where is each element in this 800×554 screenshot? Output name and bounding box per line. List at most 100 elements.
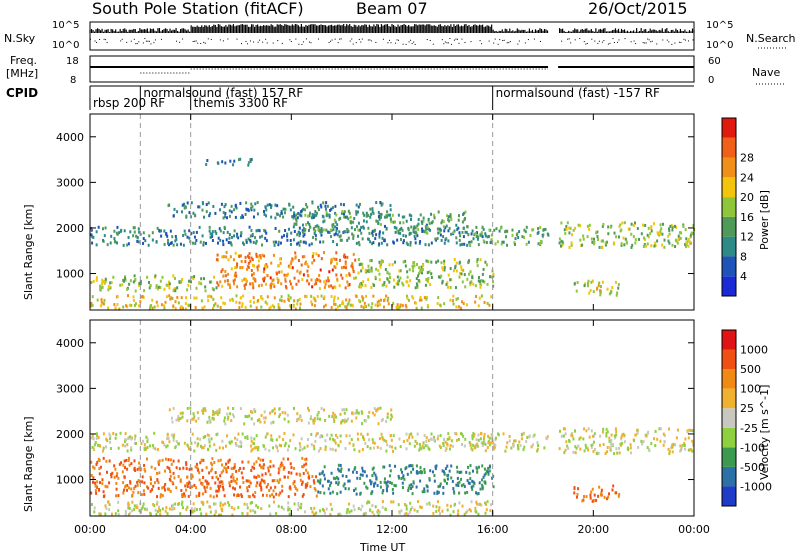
data-cell (618, 451, 621, 455)
data-cell (643, 238, 646, 242)
data-cell (311, 303, 314, 307)
data-cell (477, 279, 480, 283)
data-cell (329, 491, 332, 495)
data-cell (108, 508, 111, 512)
data-cell (333, 257, 336, 261)
data-cell (389, 204, 392, 208)
data-cell (333, 417, 336, 421)
data-cell (390, 445, 393, 449)
data-cell (124, 432, 127, 436)
data-cell (148, 234, 151, 238)
data-cell (177, 301, 180, 305)
data-cell (361, 295, 364, 299)
data-cell (307, 421, 310, 425)
data-cell (246, 503, 249, 507)
data-cell (613, 241, 616, 245)
data-cell (339, 463, 342, 467)
data-cell (616, 291, 619, 295)
nsearch-mark (203, 41, 205, 43)
data-cell (630, 232, 633, 236)
data-cell (369, 479, 372, 483)
data-cell (484, 232, 487, 236)
data-cell (389, 276, 392, 280)
data-cell (364, 268, 367, 272)
colorbar-swatch (722, 197, 736, 217)
data-cell (432, 470, 435, 474)
nsearch-mark (334, 38, 336, 40)
data-cell (420, 271, 423, 275)
data-cell (337, 443, 340, 447)
data-cell (320, 229, 323, 233)
freq-label-line1: Freq. (10, 54, 37, 67)
data-cell (393, 285, 396, 289)
data-cell (351, 232, 354, 236)
data-cell (132, 490, 135, 494)
data-cell (127, 242, 130, 246)
data-cell (141, 475, 144, 479)
data-cell (215, 231, 218, 235)
data-cell (204, 285, 207, 289)
nsearch-mark (265, 38, 267, 40)
data-cell (183, 206, 186, 210)
data-cell (579, 238, 582, 242)
data-cell (278, 306, 281, 310)
data-cell (307, 438, 310, 442)
data-cell (681, 443, 684, 447)
data-cell (218, 408, 221, 412)
data-cell (438, 444, 441, 448)
data-cell (492, 443, 495, 447)
data-cell (339, 434, 342, 438)
data-cell (443, 262, 446, 266)
data-cell (172, 438, 175, 442)
data-cell (601, 224, 604, 228)
data-cell (279, 241, 282, 245)
data-cell (291, 215, 294, 219)
data-cell (237, 506, 240, 510)
data-cell (228, 233, 231, 237)
data-cell (483, 440, 486, 444)
nsearch-mark (302, 41, 304, 43)
data-cell (306, 481, 309, 485)
data-cell (382, 489, 385, 493)
data-cell (217, 486, 220, 490)
data-cell (143, 463, 146, 467)
data-cell (287, 508, 290, 512)
data-cell (199, 507, 202, 511)
data-cell (472, 480, 475, 484)
data-cell (446, 281, 449, 285)
data-cell (667, 447, 670, 451)
data-cell (195, 494, 198, 498)
data-cell (419, 268, 422, 272)
data-cell (663, 434, 666, 438)
data-cell (582, 437, 585, 441)
data-cell (161, 458, 164, 462)
data-cell (490, 295, 493, 299)
data-cell (344, 286, 347, 290)
data-cell (156, 471, 159, 475)
data-cell (479, 233, 482, 237)
data-cell (253, 475, 256, 479)
data-cell (294, 256, 297, 260)
data-cell (481, 464, 484, 468)
data-cell (210, 295, 213, 299)
data-cell (99, 465, 102, 469)
data-cell (156, 500, 159, 504)
nsearch-mark (245, 40, 247, 42)
data-cell (397, 503, 400, 507)
data-cell (153, 481, 156, 485)
data-cell (642, 236, 645, 240)
data-cell (149, 475, 152, 479)
data-cell (490, 503, 493, 507)
nsearch-tick-top: 10^5 (706, 20, 733, 31)
data-cell (579, 436, 582, 440)
data-cell (394, 260, 397, 264)
data-cell (263, 481, 266, 485)
data-cell (229, 241, 232, 245)
data-cell (186, 443, 189, 447)
nsearch-mark (330, 40, 332, 42)
data-cell (127, 459, 130, 463)
data-cell (661, 243, 664, 247)
nsearch-mark (648, 39, 650, 41)
data-cell (477, 433, 480, 437)
